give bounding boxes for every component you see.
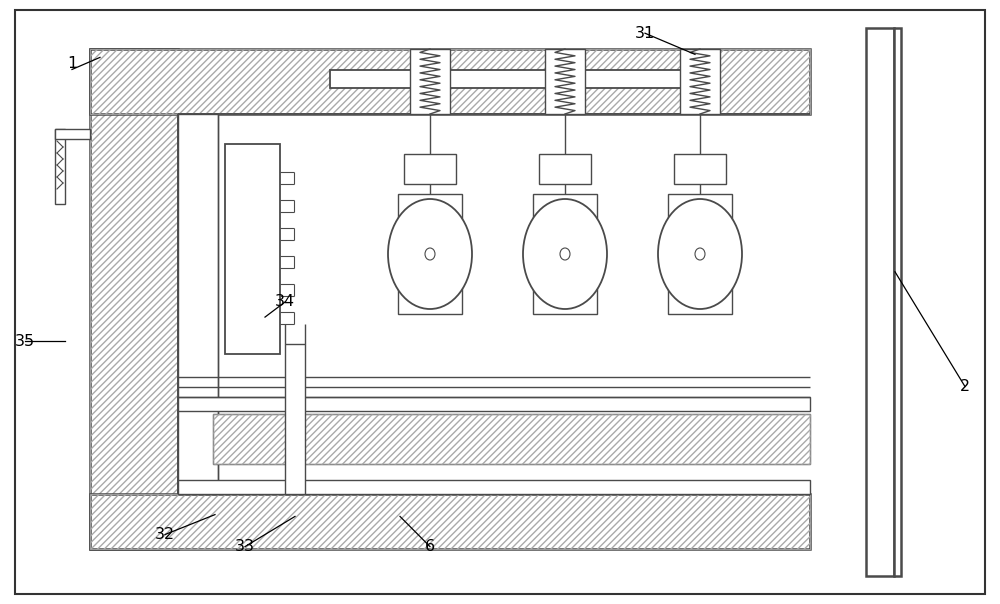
- Ellipse shape: [388, 199, 472, 309]
- Text: 34: 34: [275, 295, 295, 309]
- Bar: [330, 70, 710, 88]
- Bar: [404, 154, 456, 184]
- Text: 2: 2: [960, 379, 970, 394]
- Ellipse shape: [523, 199, 607, 309]
- Ellipse shape: [695, 248, 705, 260]
- Bar: [533, 194, 597, 314]
- Ellipse shape: [560, 248, 570, 260]
- Bar: [90, 49, 178, 549]
- Bar: [178, 397, 810, 411]
- Bar: [90, 494, 810, 549]
- Ellipse shape: [425, 248, 435, 260]
- Bar: [668, 194, 732, 314]
- Text: 32: 32: [155, 527, 175, 542]
- Text: 6: 6: [425, 539, 435, 554]
- Text: 31: 31: [635, 26, 655, 40]
- Bar: [178, 480, 810, 494]
- Bar: [90, 49, 810, 114]
- Bar: [90, 49, 178, 549]
- Bar: [213, 414, 810, 464]
- Bar: [410, 49, 450, 114]
- Text: 1: 1: [67, 56, 77, 71]
- Bar: [90, 49, 810, 114]
- Bar: [894, 28, 901, 576]
- Bar: [178, 114, 218, 494]
- Bar: [55, 129, 65, 204]
- Ellipse shape: [658, 199, 742, 309]
- Bar: [55, 129, 90, 139]
- Bar: [680, 49, 720, 114]
- Bar: [213, 414, 810, 464]
- Bar: [90, 494, 810, 549]
- Bar: [674, 154, 726, 184]
- Bar: [539, 154, 591, 184]
- Bar: [545, 49, 585, 114]
- Text: 33: 33: [235, 539, 255, 554]
- Bar: [285, 344, 305, 494]
- Bar: [225, 144, 280, 354]
- Bar: [398, 194, 462, 314]
- Text: 35: 35: [15, 334, 35, 349]
- Bar: [866, 28, 894, 576]
